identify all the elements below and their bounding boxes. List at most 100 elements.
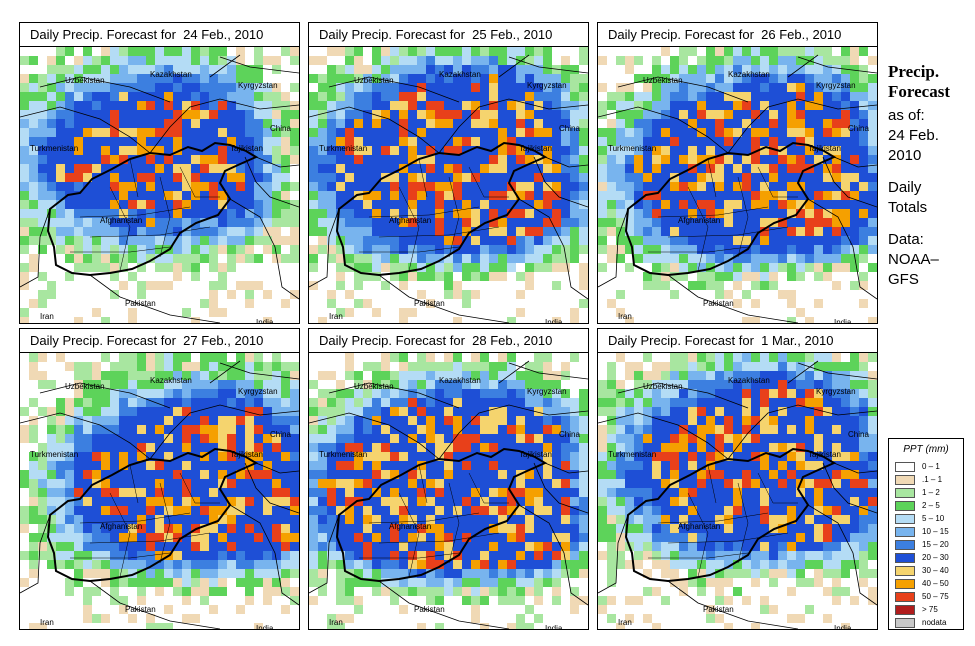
precip-cell — [823, 191, 832, 200]
precip-cell — [706, 227, 715, 236]
precip-cell — [426, 398, 435, 407]
precip-cell — [182, 425, 191, 434]
precip-cell — [426, 155, 435, 164]
precip-cell — [65, 560, 74, 569]
country-label-tajikistan: Tajikistan — [230, 144, 263, 153]
precip-cell — [742, 209, 751, 218]
precip-cell — [715, 92, 724, 101]
precip-cell — [354, 389, 363, 398]
precip-cell — [381, 182, 390, 191]
precip-cell — [390, 263, 399, 272]
precip-cell — [480, 47, 489, 56]
country-border — [149, 98, 299, 154]
precip-cell — [309, 533, 318, 542]
precip-cell — [254, 380, 263, 389]
precip-cell — [661, 146, 670, 155]
precip-cell — [796, 92, 805, 101]
precip-cell — [579, 74, 588, 83]
precip-cell — [462, 452, 471, 461]
precip-cell — [724, 137, 733, 146]
precip-cell — [110, 263, 119, 272]
precip-cell — [290, 569, 299, 578]
precip-cell — [507, 254, 516, 263]
precip-cell — [724, 65, 733, 74]
precip-cell — [715, 227, 724, 236]
precip-cell — [805, 443, 814, 452]
precip-cell — [227, 209, 236, 218]
precip-cell — [534, 218, 543, 227]
precip-cell — [363, 425, 372, 434]
precip-cell — [281, 443, 290, 452]
precip-cell — [489, 587, 498, 596]
precip-cell — [290, 398, 299, 407]
precip-cell — [164, 560, 173, 569]
precip-cell — [561, 74, 570, 83]
precip-cell — [209, 398, 218, 407]
precip-cell — [850, 173, 859, 182]
precip-cell — [823, 371, 832, 380]
precip-cell — [670, 353, 679, 362]
precip-cell — [742, 362, 751, 371]
precip-cell — [155, 353, 164, 362]
precip-cell — [787, 398, 796, 407]
precip-cell — [29, 353, 38, 362]
precip-cell — [760, 605, 769, 614]
precip-cell — [128, 479, 137, 488]
precip-cell — [625, 137, 634, 146]
precip-cell — [155, 92, 164, 101]
precip-cell — [453, 353, 462, 362]
precip-cell — [173, 272, 182, 281]
precip-cell — [137, 497, 146, 506]
precip-cell — [20, 137, 29, 146]
precip-cell — [787, 227, 796, 236]
precip-cell — [769, 128, 778, 137]
precip-cell — [688, 524, 697, 533]
precip-cell — [489, 200, 498, 209]
precip-cell — [74, 155, 83, 164]
precip-cell — [760, 101, 769, 110]
precip-cell — [561, 470, 570, 479]
precip-cell — [227, 560, 236, 569]
precip-cell — [363, 569, 372, 578]
precip-cell — [38, 380, 47, 389]
precip-cell — [146, 92, 155, 101]
precip-cell — [164, 362, 173, 371]
precip-cell — [733, 146, 742, 155]
precip-cell — [444, 371, 453, 380]
precip-cell — [841, 263, 850, 272]
precip-cell — [47, 227, 56, 236]
precip-cell — [534, 497, 543, 506]
precip-cell — [760, 74, 769, 83]
precip-cell — [38, 623, 47, 629]
precip-cell — [534, 191, 543, 200]
precip-cell — [182, 515, 191, 524]
precip-cell — [254, 524, 263, 533]
precip-cell — [679, 263, 688, 272]
precip-cell — [101, 200, 110, 209]
precip-cell — [399, 47, 408, 56]
precip-cell — [507, 578, 516, 587]
precip-cell — [724, 290, 733, 299]
precip-cell — [769, 56, 778, 65]
precip-cell — [724, 497, 733, 506]
precip-cell — [841, 389, 850, 398]
precip-cell — [363, 452, 372, 461]
precip-cell — [453, 281, 462, 290]
precip-cell — [345, 146, 354, 155]
precip-cell — [715, 155, 724, 164]
country-border — [229, 198, 299, 300]
precip-cell — [417, 65, 426, 74]
precip-cell — [155, 191, 164, 200]
precip-cell — [471, 389, 480, 398]
precip-cell — [733, 371, 742, 380]
precip-cell — [471, 416, 480, 425]
precip-map: UzbekistanKazakhstanKyrgyzstanChinaTurkm… — [20, 353, 299, 629]
precip-cell — [462, 47, 471, 56]
precip-cell — [74, 524, 83, 533]
precip-cell — [363, 218, 372, 227]
precip-cell — [706, 488, 715, 497]
precip-cell — [715, 200, 724, 209]
precip-cell — [796, 101, 805, 110]
precip-cell — [290, 461, 299, 470]
precip-cell — [227, 236, 236, 245]
